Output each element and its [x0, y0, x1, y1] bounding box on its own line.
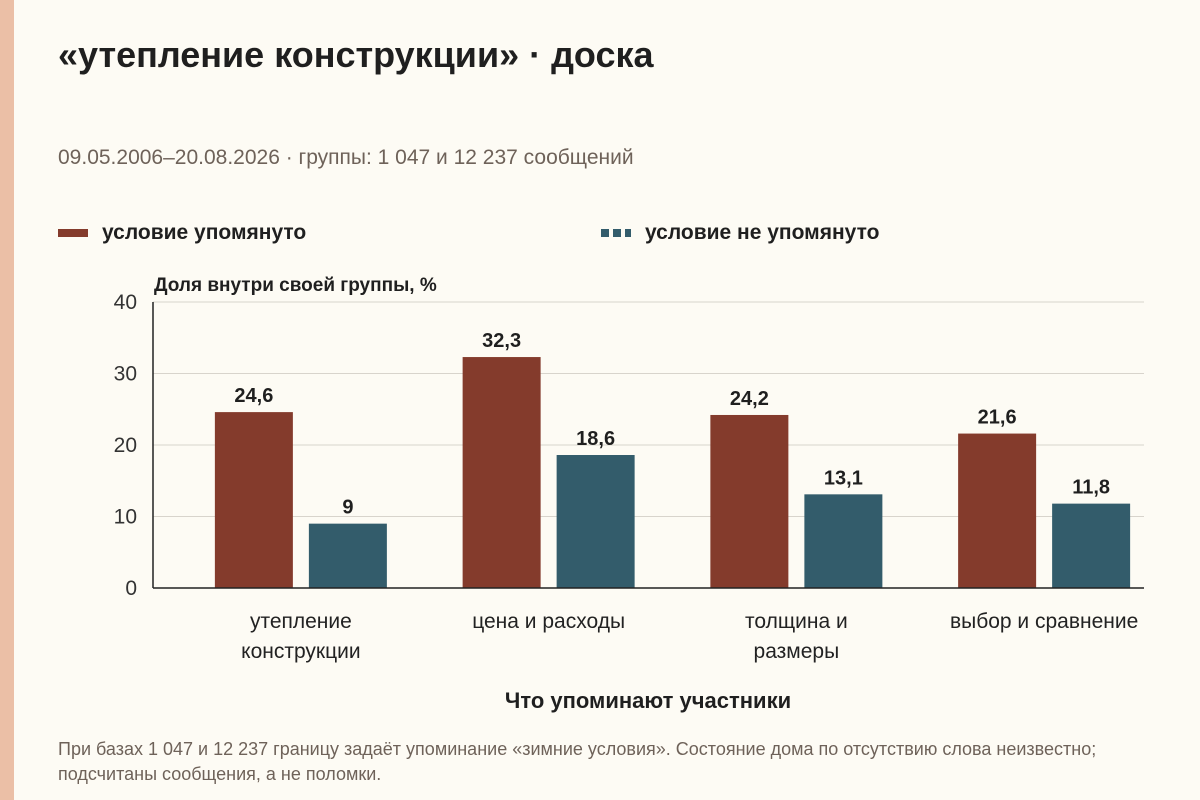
left-accent-strip [0, 0, 14, 800]
data-label: 18,6 [576, 428, 615, 450]
data-label: 9 [342, 497, 353, 519]
data-label: 24,2 [730, 388, 769, 410]
y-tick-label: 0 [125, 577, 137, 600]
bar-not-mentioned [308, 523, 387, 588]
bar-mentioned [958, 433, 1037, 588]
y-tick-label: 30 [114, 363, 137, 386]
bar-not-mentioned [1052, 503, 1131, 588]
data-label: 24,6 [234, 385, 273, 407]
x-tick-label: выбор и сравнение [950, 610, 1138, 633]
bar-mentioned [710, 414, 789, 588]
data-label: 21,6 [978, 407, 1017, 429]
data-label: 13,1 [824, 467, 863, 489]
axis-layer: 0 10 20 30 40 утепление конструкции цена и расх… [114, 291, 1144, 663]
x-axis-title: Что упоминают участники [505, 688, 791, 713]
x-tick-label: размеры [754, 640, 840, 663]
y-tick-label: 20 [114, 434, 137, 457]
bar-not-mentioned [556, 455, 635, 588]
data-label: 11,8 [1072, 477, 1110, 499]
labels-layer: 24,6 9 32,3 18,6 24,2 13,1 21,6 11,8 [234, 330, 1110, 519]
y-tick-label: 10 [114, 506, 137, 529]
legend-swatch-not-mentioned [601, 229, 631, 237]
y-axis-title: Доля внутри своей группы, % [154, 275, 437, 296]
legend-label-mentioned: условие упомянуто [102, 221, 307, 244]
page-subtitle: 09.05.2006–20.08.2026 · группы: 1 047 и … [58, 146, 634, 169]
data-label: 32,3 [482, 330, 521, 352]
y-tick-label: 40 [114, 291, 137, 314]
legend-item-not-mentioned: условие не упомянуто [601, 219, 879, 247]
x-tick-label: утепление [250, 610, 352, 633]
legend-label-not-mentioned: условие не упомянуто [645, 221, 880, 244]
bar-mentioned [462, 357, 541, 588]
x-tick-label: толщина и [745, 610, 848, 633]
page-title: «утепление конструкции» · доска [58, 34, 654, 75]
x-tick-label: цена и расходы [472, 610, 625, 633]
bar-not-mentioned [804, 494, 883, 588]
bar-mentioned [214, 412, 293, 588]
x-tick-label: конструкции [241, 640, 360, 663]
footnote: При базах 1 047 и 12 237 границу задаёт … [58, 739, 1097, 784]
legend-item-mentioned: условие упомянуто [58, 219, 306, 247]
legend-swatch-mentioned [58, 229, 88, 237]
bars-layer [214, 357, 1131, 588]
